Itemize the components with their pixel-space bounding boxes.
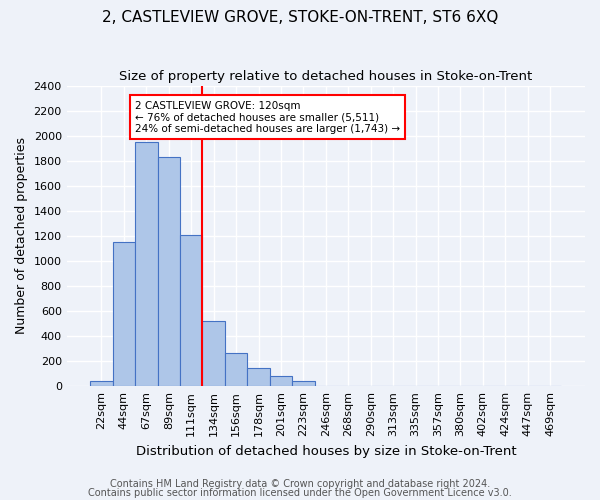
- Bar: [158, 157, 180, 386]
- Bar: [247, 368, 270, 386]
- Bar: [90, 381, 113, 386]
- Text: Contains HM Land Registry data © Crown copyright and database right 2024.: Contains HM Land Registry data © Crown c…: [110, 479, 490, 489]
- Text: 2 CASTLEVIEW GROVE: 120sqm
← 76% of detached houses are smaller (5,511)
24% of s: 2 CASTLEVIEW GROVE: 120sqm ← 76% of deta…: [135, 100, 400, 134]
- Text: Contains public sector information licensed under the Open Government Licence v3: Contains public sector information licen…: [88, 488, 512, 498]
- Bar: [202, 321, 225, 386]
- Bar: [135, 142, 158, 386]
- Bar: [225, 353, 247, 386]
- Bar: [292, 381, 314, 386]
- Title: Size of property relative to detached houses in Stoke-on-Trent: Size of property relative to detached ho…: [119, 70, 532, 83]
- Bar: [180, 234, 202, 386]
- X-axis label: Distribution of detached houses by size in Stoke-on-Trent: Distribution of detached houses by size …: [136, 444, 516, 458]
- Bar: [270, 376, 292, 386]
- Y-axis label: Number of detached properties: Number of detached properties: [15, 138, 28, 334]
- Text: 2, CASTLEVIEW GROVE, STOKE-ON-TRENT, ST6 6XQ: 2, CASTLEVIEW GROVE, STOKE-ON-TRENT, ST6…: [102, 10, 498, 25]
- Bar: [113, 242, 135, 386]
